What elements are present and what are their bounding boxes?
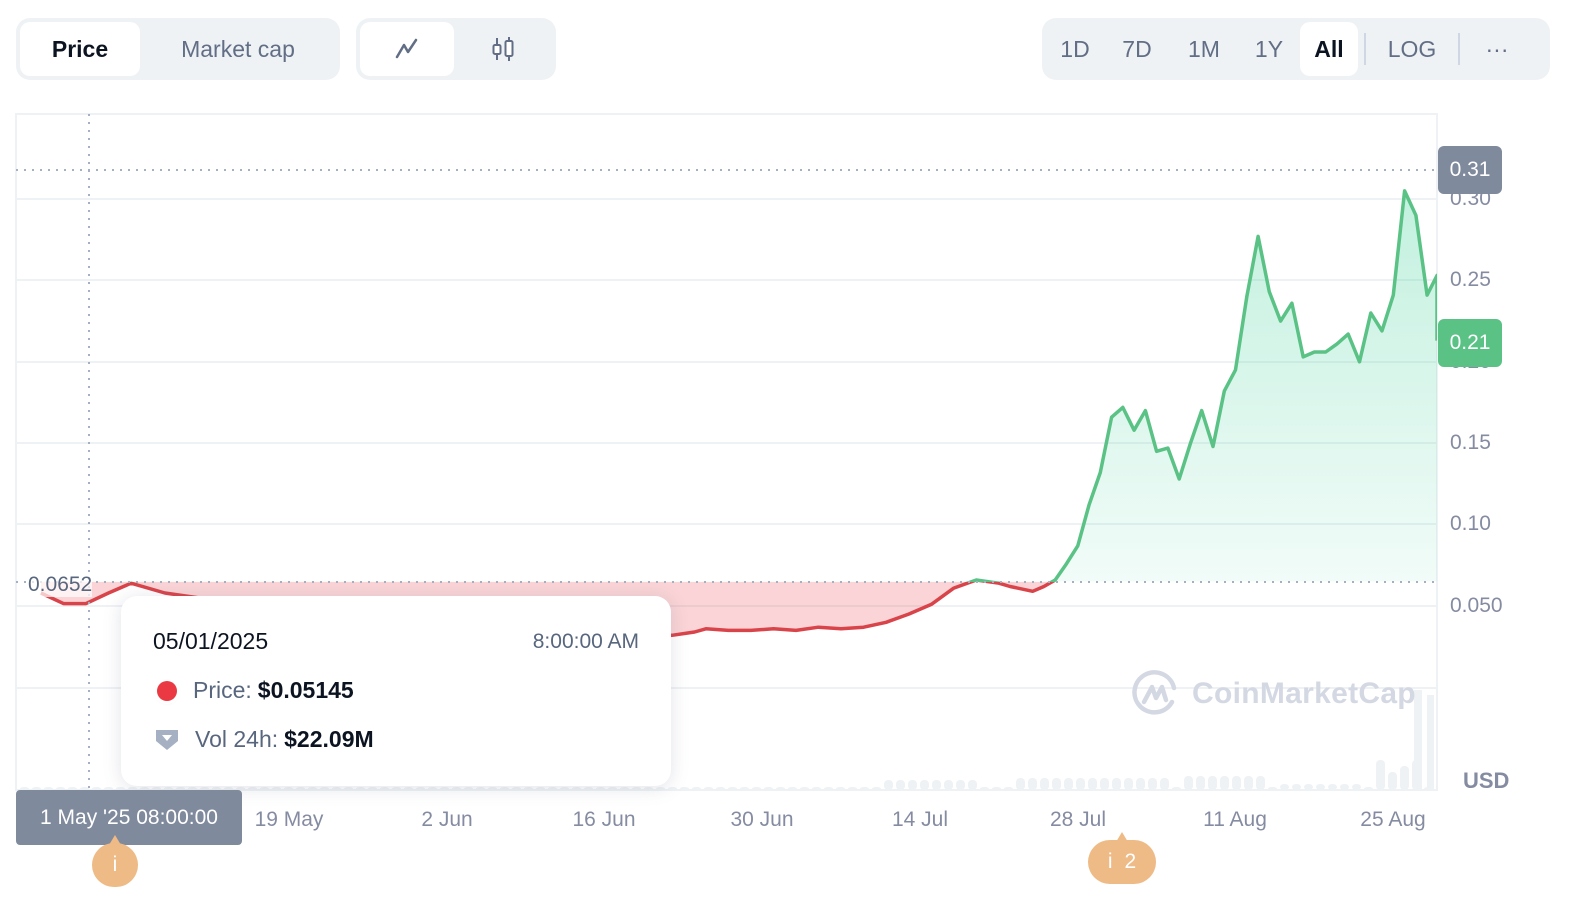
line-chart-icon	[395, 38, 418, 59]
tab-price[interactable]: Price	[20, 22, 140, 76]
more-options-button[interactable]: ···	[1485, 35, 1509, 62]
coinmarketcap-watermark: CoinMarketCap	[1132, 670, 1416, 718]
y-tick: 0.15	[1450, 431, 1491, 454]
chart-type-tabs	[356, 18, 556, 80]
range-tabs: 1D 7D 1M 1Y All LOG ···	[1042, 18, 1550, 80]
tooltip-vol-value: $22.09M	[284, 726, 374, 752]
y-tick: 0.25	[1450, 268, 1491, 291]
price-area-up	[40, 190, 1437, 582]
event-pin-2[interactable]: i 2	[1088, 832, 1156, 884]
start-price-label: 0.0652	[28, 573, 93, 597]
tooltip-time: 8:00:00 AM	[532, 629, 639, 653]
volume-bars	[20, 690, 1434, 790]
x-tick: 2 Jun	[421, 808, 473, 831]
x-tick: 16 Jun	[572, 808, 636, 831]
metric-tabs: Price Market cap	[16, 18, 340, 80]
range-1d[interactable]: 1D	[1060, 35, 1090, 62]
divider	[1458, 33, 1460, 65]
price-line-up	[129, 189, 1437, 582]
crosshair-date-label: 1 May '25 08:00:00	[16, 790, 242, 845]
tooltip-price-label: Price:	[193, 677, 252, 703]
log-toggle[interactable]: LOG	[1387, 35, 1437, 62]
high-price-badge: 0.31	[1438, 146, 1502, 194]
tooltip-date: 05/01/2025	[153, 628, 269, 654]
line-chart-button[interactable]	[360, 22, 454, 76]
x-tick: 25 Aug	[1360, 808, 1426, 831]
x-tick: 28 Jul	[1049, 808, 1107, 831]
price-tooltip: 05/01/2025 8:00:00 AM Price: $0.05145 Vo…	[121, 596, 671, 786]
event-count: 2	[1124, 850, 1137, 873]
price-dot-icon	[157, 680, 177, 701]
y-tick: 0.050	[1450, 594, 1503, 617]
tooltip-vol-label: Vol 24h:	[195, 726, 279, 752]
range-7d[interactable]: 7D	[1122, 35, 1152, 62]
candlestick-button[interactable]	[454, 22, 552, 76]
tab-market-cap[interactable]: Market cap	[181, 35, 295, 62]
range-all[interactable]: All	[1300, 22, 1358, 76]
x-tick: 14 Jul	[891, 808, 949, 831]
currency-label: USD	[1463, 768, 1510, 793]
x-tick: 30 Jun	[730, 808, 794, 831]
candlestick-icon	[492, 37, 514, 61]
info-icon: i	[112, 853, 118, 876]
current-price-badge: 0.21	[1438, 319, 1502, 367]
x-tick: 19 May	[254, 808, 324, 831]
range-1m[interactable]: 1M	[1188, 35, 1220, 62]
info-icon: i	[1107, 850, 1113, 873]
event-pin-1[interactable]: i	[92, 835, 138, 887]
divider	[1364, 33, 1366, 65]
volume-icon	[156, 729, 178, 750]
x-tick: 11 Aug	[1203, 808, 1267, 831]
coinmarketcap-logo-icon	[1132, 670, 1177, 715]
y-tick: 0.10	[1450, 512, 1491, 535]
range-1y[interactable]: 1Y	[1254, 35, 1284, 62]
tooltip-price-value: $0.05145	[257, 677, 354, 703]
watermark-text: CoinMarketCap	[1192, 677, 1416, 710]
